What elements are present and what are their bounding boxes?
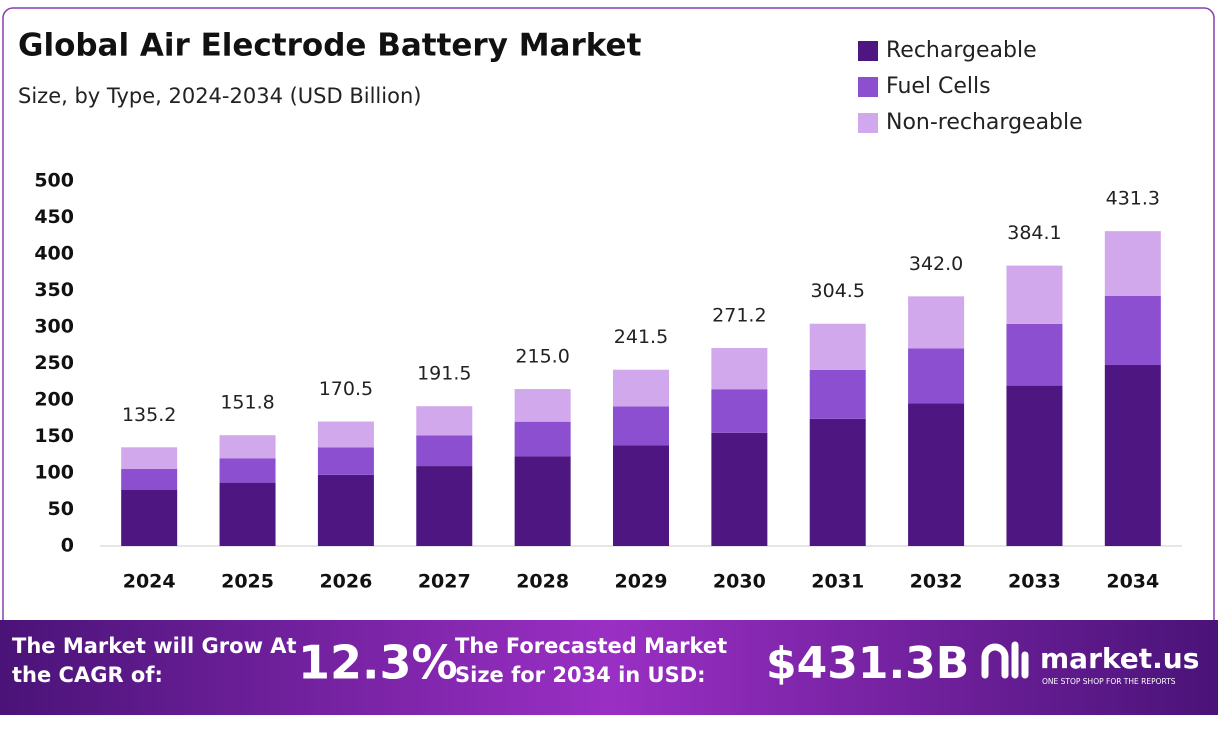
bar-segment xyxy=(908,348,965,404)
bar-segment xyxy=(121,468,178,491)
bar-segment xyxy=(219,458,276,483)
forecast-text: The Forecasted Market Size for 2034 in U… xyxy=(455,634,728,687)
total-label: 191.5 xyxy=(417,363,471,385)
bar-segment xyxy=(908,403,965,546)
x-tick-label: 2024 xyxy=(123,571,176,593)
total-label: 135.2 xyxy=(122,404,176,426)
x-tick-label: 2030 xyxy=(713,571,766,593)
y-tick-label: 250 xyxy=(34,352,74,374)
total-label: 215.0 xyxy=(515,346,569,368)
legend-label: Non-rechargeable xyxy=(886,110,1083,135)
legend-label: Rechargeable xyxy=(886,38,1037,63)
bar-segment xyxy=(416,466,473,546)
x-tick-label: 2033 xyxy=(1008,571,1061,593)
cagr-value: 12.3% xyxy=(298,636,458,690)
y-tick-label: 350 xyxy=(34,279,74,301)
bar-segment xyxy=(1104,295,1161,365)
y-tick-label: 50 xyxy=(48,498,74,520)
bar-segment xyxy=(1006,265,1063,324)
x-tick-label: 2031 xyxy=(811,571,864,593)
y-tick-label: 0 xyxy=(61,535,74,557)
legend-label: Fuel Cells xyxy=(886,74,991,99)
legend-swatch xyxy=(858,113,878,133)
bar-segment xyxy=(613,369,669,407)
brand-name: market.us xyxy=(1040,642,1199,675)
y-tick-label: 100 xyxy=(34,462,74,484)
forecast-value: $431.3B xyxy=(766,638,969,689)
bar-segment xyxy=(1104,364,1161,546)
total-label: 342.0 xyxy=(909,253,963,275)
bar-segment xyxy=(121,490,178,546)
y-tick-label: 400 xyxy=(34,243,74,265)
bar-segment xyxy=(416,406,473,436)
bar-segment xyxy=(121,447,178,469)
total-label: 431.3 xyxy=(1106,188,1160,210)
total-label: 304.5 xyxy=(811,280,865,302)
x-tick-label: 2027 xyxy=(418,571,471,593)
x-tick-label: 2025 xyxy=(221,571,274,593)
legend-swatch xyxy=(858,41,878,61)
total-label: 151.8 xyxy=(220,392,274,414)
y-tick-label: 150 xyxy=(34,425,74,447)
bar-segment xyxy=(711,348,768,390)
bar-segment xyxy=(514,421,571,457)
x-tick-label: 2029 xyxy=(615,571,668,593)
brand-tagline: ONE STOP SHOP FOR THE REPORTS xyxy=(1042,677,1176,686)
cagr-text-box: The Market will Grow At the CAGR of: xyxy=(12,634,297,687)
bar-segment xyxy=(1006,385,1063,546)
bar-segment xyxy=(1104,231,1161,296)
y-tick-label: 200 xyxy=(34,389,74,411)
bar-segment xyxy=(613,406,669,446)
y-tick-label: 300 xyxy=(34,316,74,338)
cagr-text: The Market will Grow At the CAGR of: xyxy=(12,634,297,687)
y-tick-label: 450 xyxy=(34,206,74,228)
bar-segment xyxy=(317,421,374,448)
x-tick-label: 2032 xyxy=(910,571,963,593)
bar-segment xyxy=(317,474,374,546)
forecast-text-box: The Forecasted Market Size for 2034 in U… xyxy=(455,634,728,687)
bar-segment xyxy=(809,418,866,546)
bar-segment xyxy=(219,435,276,459)
bar-segment xyxy=(514,456,571,546)
bar-segment xyxy=(908,296,965,349)
bar-segment xyxy=(711,432,768,546)
bar-segment xyxy=(219,482,276,546)
bar-segment xyxy=(317,447,374,475)
total-label: 170.5 xyxy=(319,378,373,400)
y-tick-label: 500 xyxy=(34,170,74,192)
bar-segment xyxy=(809,369,866,419)
total-label: 384.1 xyxy=(1007,222,1061,244)
bar-segment xyxy=(514,389,571,422)
bar-segment xyxy=(809,323,866,370)
total-label: 271.2 xyxy=(712,305,766,327)
chart-subtitle: Size, by Type, 2024-2034 (USD Billion) xyxy=(18,84,421,108)
bar-segment xyxy=(613,445,669,546)
chart-title: Global Air Electrode Battery Market xyxy=(18,28,642,64)
x-tick-label: 2028 xyxy=(516,571,569,593)
legend-swatch xyxy=(858,77,878,97)
x-tick-label: 2026 xyxy=(319,571,372,593)
bar-segment xyxy=(1006,323,1063,386)
bar-segment xyxy=(711,389,768,433)
brand-logo xyxy=(981,641,1029,679)
x-tick-label: 2034 xyxy=(1106,571,1159,593)
total-label: 241.5 xyxy=(614,326,668,348)
bar-segment xyxy=(416,435,473,467)
